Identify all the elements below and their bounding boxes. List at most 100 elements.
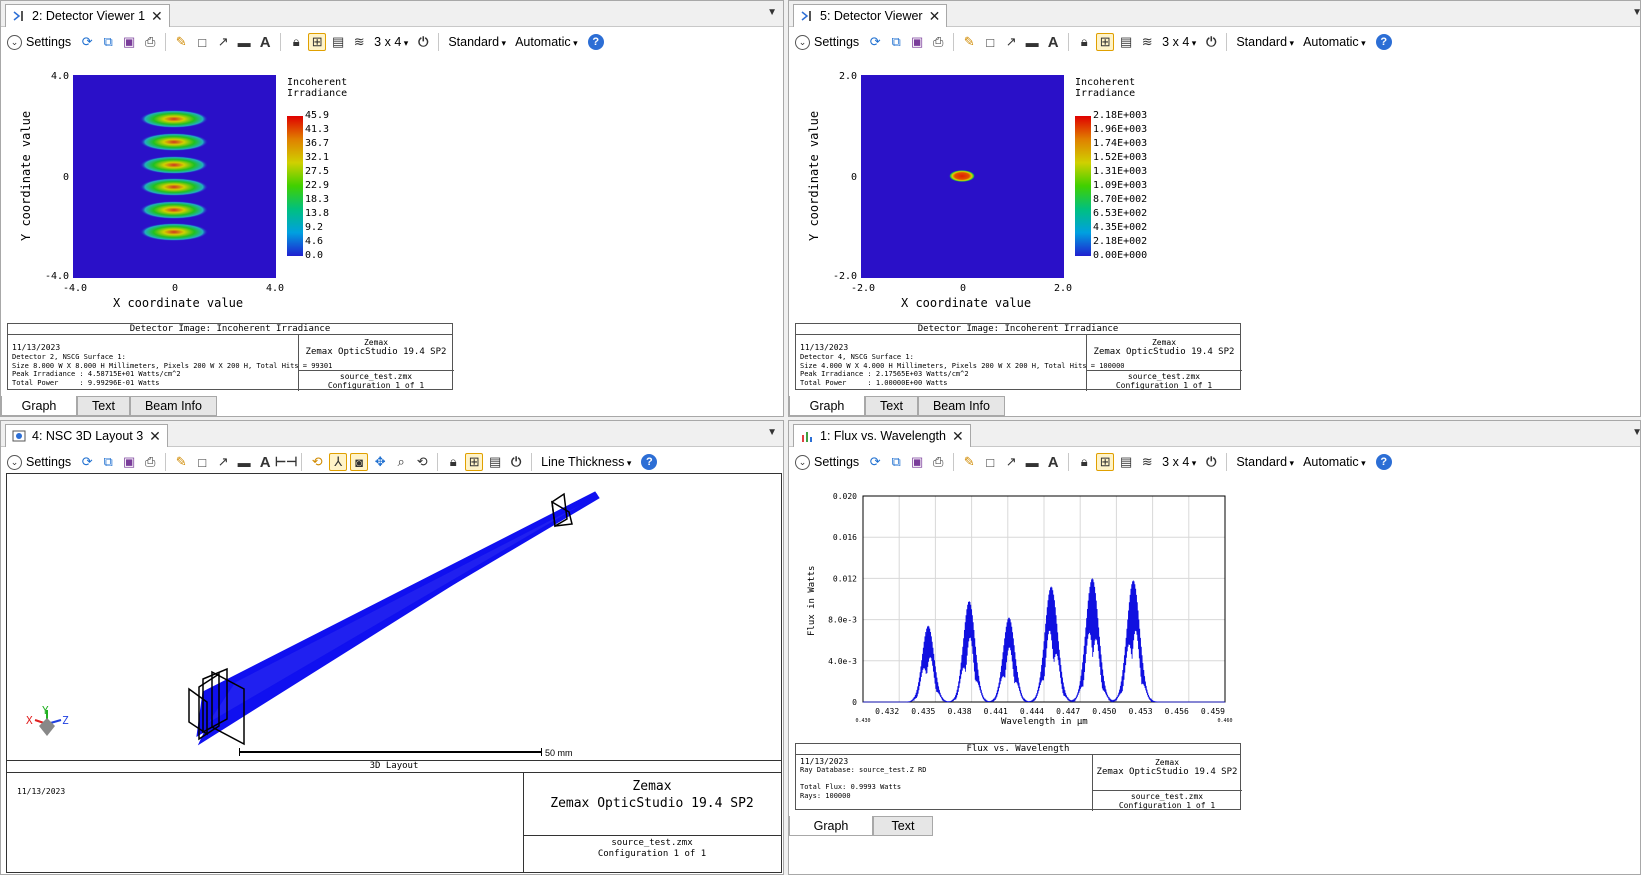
layers-icon[interactable]: ≋ (353, 34, 365, 49)
tab-detector-viewer-1[interactable]: 2: Detector Viewer 1 ✕ (5, 4, 170, 27)
power-icon[interactable]: ⏻ (1206, 34, 1217, 49)
pencil-icon[interactable]: ✎ (175, 34, 187, 49)
settings-button[interactable]: ⌄ Settings (795, 34, 859, 50)
close-icon[interactable]: ✕ (928, 8, 941, 24)
tab-text[interactable]: Text (873, 816, 933, 836)
line-icon[interactable]: ▬ (237, 34, 251, 50)
refresh-icon[interactable]: ⟳ (81, 454, 93, 469)
layout-canvas[interactable]: X Y Z 50 mm 3D Layout 11/13/2023 Zemax Z… (6, 473, 782, 873)
arrow-icon[interactable]: ↗ (217, 454, 229, 469)
fit-window-icon[interactable]: ⊞ (1096, 33, 1115, 51)
lock-icon[interactable]: 🔒︎ (292, 34, 300, 49)
fit-window-icon[interactable]: ⊞ (1096, 453, 1115, 471)
standard-dropdown[interactable]: Standard (1236, 35, 1294, 49)
layout-dropdown[interactable]: 3 x 4 (1162, 35, 1196, 49)
fit-window-icon[interactable]: ⊞ (308, 33, 327, 51)
text-icon[interactable]: A (1047, 453, 1059, 471)
tab-graph[interactable]: Graph (789, 396, 865, 416)
print-icon[interactable]: ⎙ (932, 34, 944, 49)
rectangle-icon[interactable]: □ (986, 34, 995, 50)
settings-button[interactable]: ⌄ Settings (7, 454, 71, 470)
tab-graph[interactable]: Graph (1, 396, 77, 416)
layers-icon[interactable]: ≋ (1141, 34, 1153, 49)
text-icon[interactable]: A (259, 33, 271, 51)
window-icon[interactable]: ▤ (1120, 454, 1133, 469)
window-icon[interactable]: ▤ (332, 34, 345, 49)
layout-dropdown[interactable]: 3 x 4 (374, 35, 408, 49)
automatic-dropdown[interactable]: Automatic (1303, 455, 1366, 469)
refresh-icon[interactable]: ⟳ (81, 34, 93, 49)
line-thickness-dropdown[interactable]: Line Thickness (541, 455, 631, 469)
automatic-dropdown[interactable]: Automatic (515, 35, 578, 49)
settings-button[interactable]: ⌄ Settings (795, 454, 859, 470)
standard-dropdown[interactable]: Standard (1236, 455, 1294, 469)
copy-icon[interactable]: ⧉ (891, 34, 901, 49)
window-icon[interactable]: ▤ (489, 454, 502, 469)
power-icon[interactable]: ⏻ (511, 454, 522, 469)
standard-dropdown[interactable]: Standard (448, 35, 506, 49)
settings-button[interactable]: ⌄ Settings (7, 34, 71, 50)
refresh-icon[interactable]: ⟳ (869, 454, 881, 469)
save-icon[interactable]: ▣ (123, 34, 136, 49)
pane-menu-icon[interactable]: ▼ (767, 7, 777, 18)
lock-icon[interactable]: 🔒︎ (1080, 34, 1088, 49)
layout-dropdown[interactable]: 3 x 4 (1162, 455, 1196, 469)
reset-view-icon[interactable]: ⟲ (416, 454, 428, 469)
arrow-icon[interactable]: ↗ (1005, 454, 1017, 469)
layers-icon[interactable]: ≋ (1141, 454, 1153, 469)
lock-icon[interactable]: 🔒︎ (1080, 454, 1088, 469)
save-icon[interactable]: ▣ (911, 454, 924, 469)
tab-flux-vs-wavelength[interactable]: 1: Flux vs. Wavelength ✕ (793, 424, 971, 447)
help-icon[interactable]: ? (1375, 34, 1392, 50)
automatic-dropdown[interactable]: Automatic (1303, 35, 1366, 49)
tab-graph[interactable]: Graph (789, 816, 873, 836)
line-icon[interactable]: ▬ (237, 454, 251, 470)
close-icon[interactable]: ✕ (151, 8, 163, 24)
pane-menu-icon[interactable]: ▼ (1632, 427, 1640, 438)
help-icon[interactable]: ? (1375, 454, 1392, 470)
arrow-icon[interactable]: ↗ (217, 34, 229, 49)
line-icon[interactable]: ▬ (1025, 34, 1039, 50)
copy-icon[interactable]: ⧉ (103, 454, 113, 469)
fit-window-icon[interactable]: ⊞ (465, 453, 484, 471)
print-icon[interactable]: ⎙ (144, 34, 156, 49)
move-icon[interactable]: ✥ (374, 454, 386, 469)
copy-icon[interactable]: ⧉ (891, 454, 901, 469)
pane-menu-icon[interactable]: ▼ (1632, 7, 1640, 18)
window-icon[interactable]: ▤ (1120, 34, 1133, 49)
line-icon[interactable]: ▬ (1025, 454, 1039, 470)
text-icon[interactable]: A (1047, 33, 1059, 51)
power-icon[interactable]: ⏻ (1206, 454, 1217, 469)
power-icon[interactable]: ⏻ (418, 34, 429, 49)
rectangle-icon[interactable]: □ (198, 454, 207, 470)
arrow-icon[interactable]: ↗ (1005, 34, 1017, 49)
tab-text[interactable]: Text (865, 396, 918, 416)
pencil-icon[interactable]: ✎ (175, 454, 187, 469)
help-icon[interactable]: ? (587, 34, 604, 50)
pane-menu-icon[interactable]: ▼ (767, 427, 777, 438)
dimension-icon[interactable]: ⊢⊣ (274, 454, 298, 469)
camera-icon[interactable]: ◙ (350, 453, 369, 471)
copy-icon[interactable]: ⧉ (103, 34, 113, 49)
save-icon[interactable]: ▣ (911, 34, 924, 49)
tab-detector-viewer-5[interactable]: 5: Detector Viewer ✕ (793, 4, 948, 27)
lock-icon[interactable]: 🔒︎ (449, 454, 457, 469)
refresh-icon[interactable]: ⟳ (869, 34, 881, 49)
tab-nsc-3d-layout[interactable]: 4: NSC 3D Layout 3 ✕ (5, 424, 168, 447)
rectangle-icon[interactable]: □ (986, 454, 995, 470)
save-icon[interactable]: ▣ (123, 454, 136, 469)
pencil-icon[interactable]: ✎ (963, 34, 975, 49)
print-icon[interactable]: ⎙ (932, 454, 944, 469)
help-icon[interactable]: ? (641, 454, 658, 470)
text-icon[interactable]: A (259, 453, 271, 471)
pencil-icon[interactable]: ✎ (963, 454, 975, 469)
tab-beam-info[interactable]: Beam Info (917, 396, 1005, 416)
rotate-icon[interactable]: ⟲ (311, 454, 323, 469)
close-icon[interactable]: ✕ (149, 428, 161, 444)
close-icon[interactable]: ✕ (951, 428, 964, 444)
zoom-icon[interactable]: ⌕ (397, 454, 405, 469)
rectangle-icon[interactable]: □ (198, 34, 207, 50)
print-icon[interactable]: ⎙ (144, 454, 156, 469)
tab-beam-info[interactable]: Beam Info (129, 396, 217, 416)
axes-icon[interactable]: ⅄ (329, 453, 348, 471)
